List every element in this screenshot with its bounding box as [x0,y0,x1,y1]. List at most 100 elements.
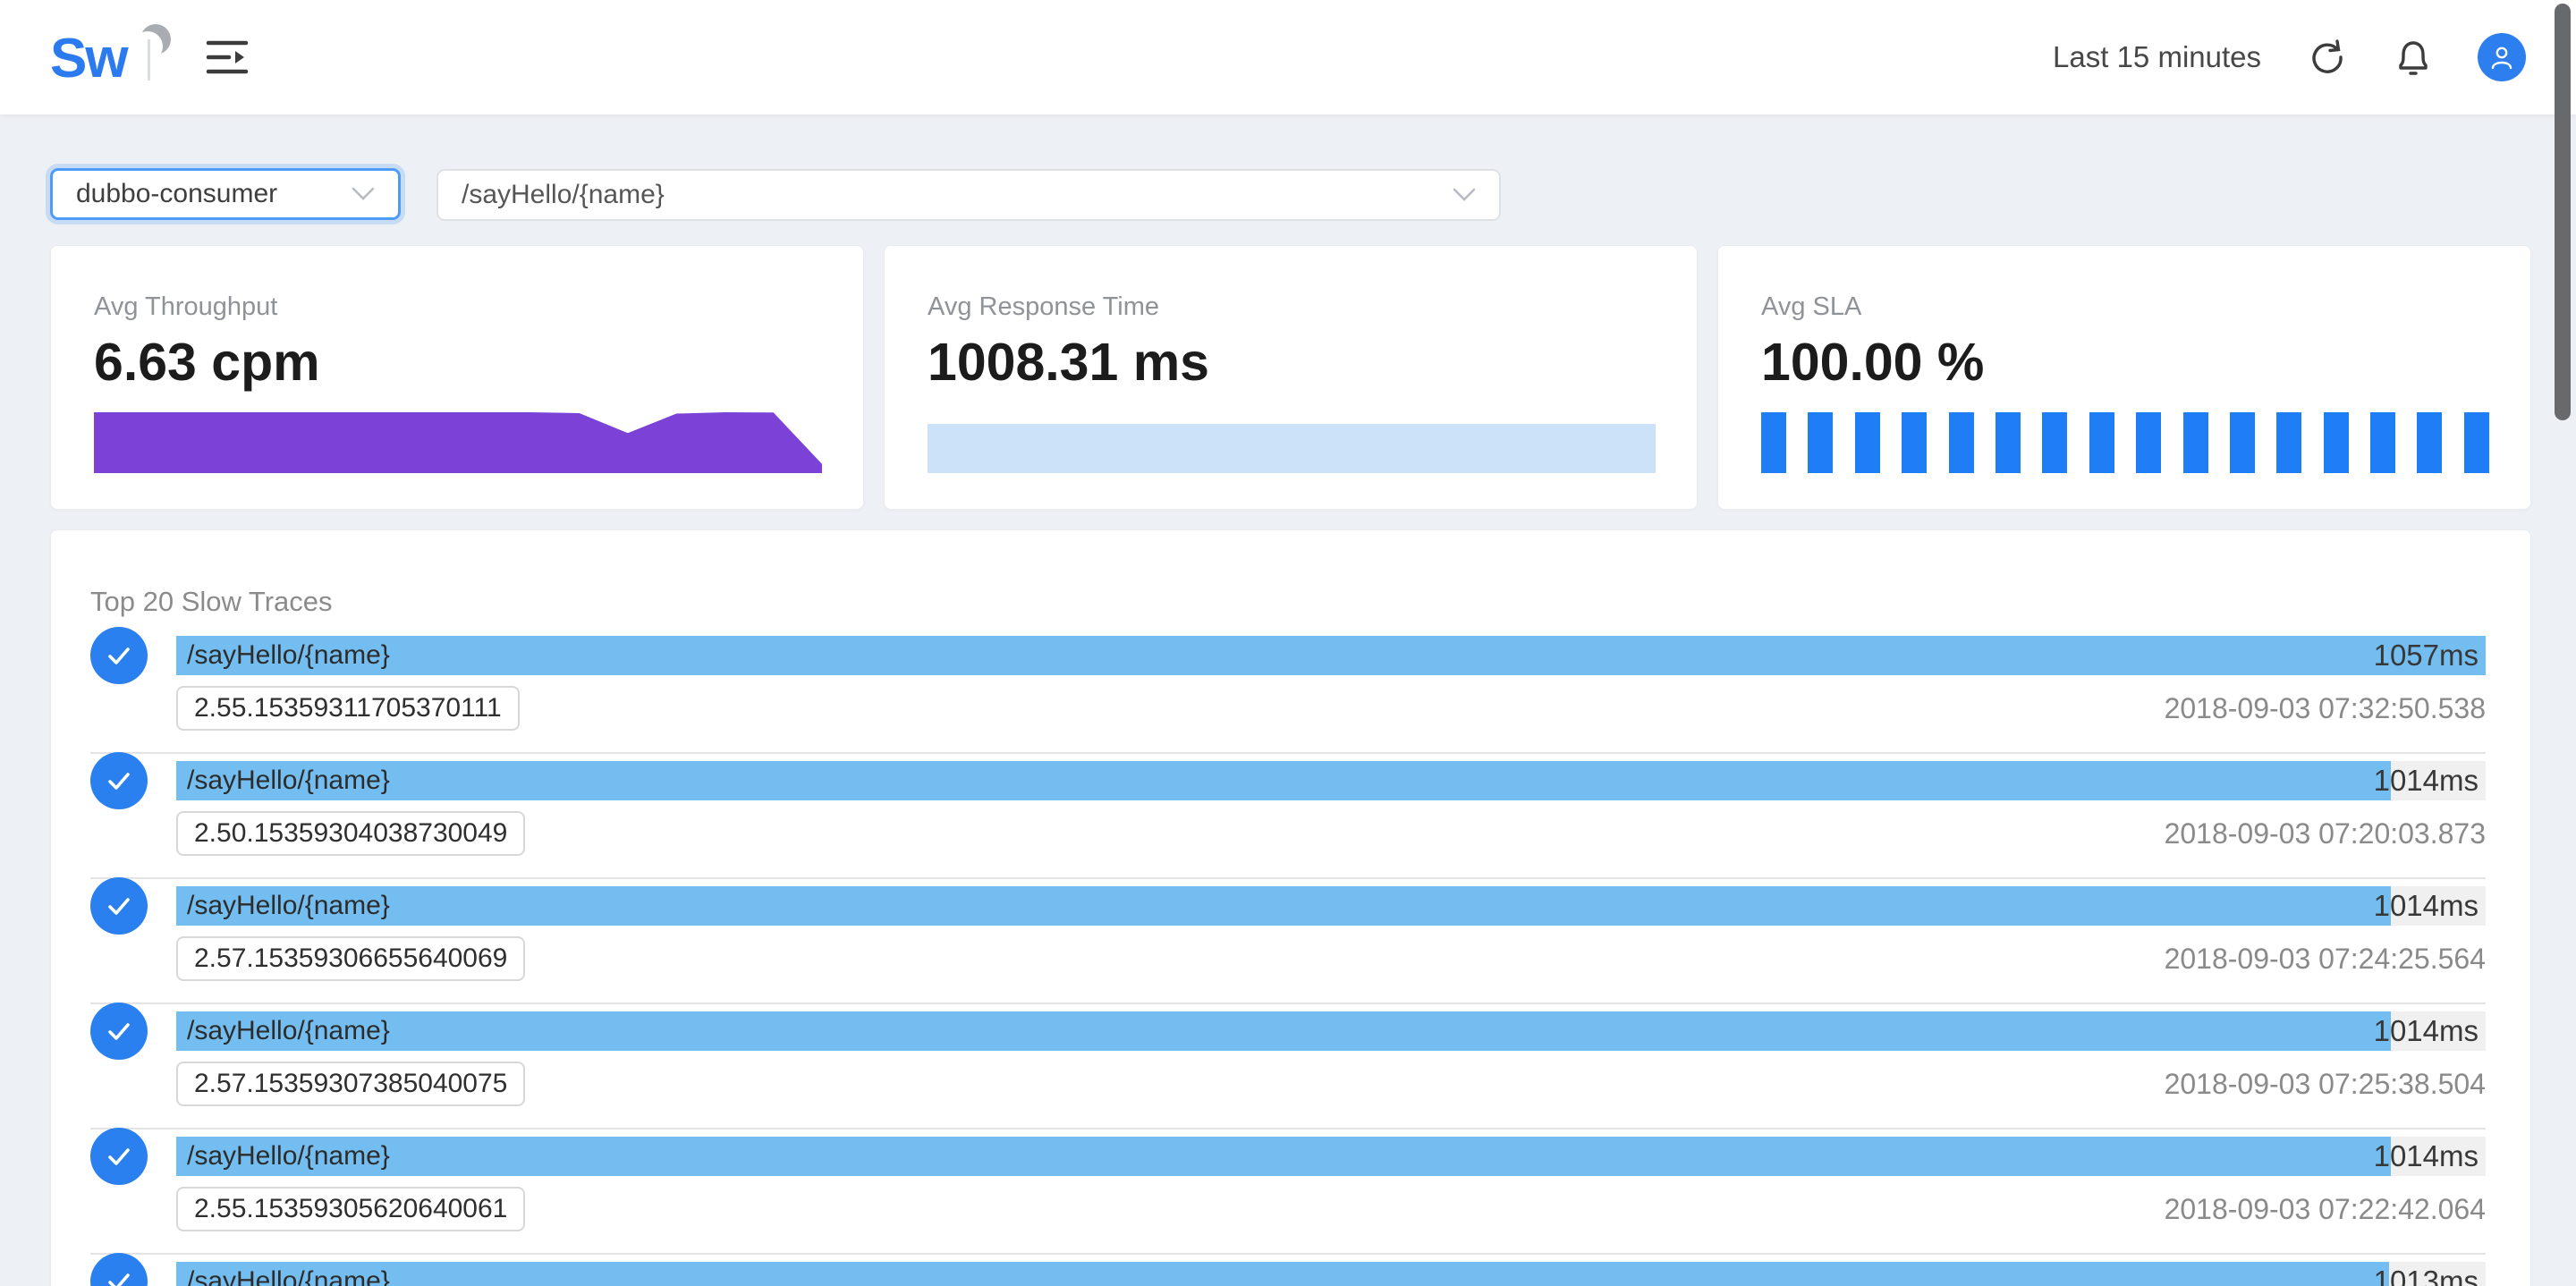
metric-title: Avg SLA [1761,292,1862,321]
endpoint-selector[interactable]: /sayHello/{name} [436,169,1501,221]
trace-endpoint: /sayHello/{name} [187,766,390,795]
trace-list: /sayHello/{name} 1057ms 2.55.15359311705… [90,627,2486,1286]
success-check-icon [90,1128,148,1185]
slow-traces-title: Top 20 Slow Traces [90,586,333,617]
refresh-icon[interactable] [2306,36,2349,79]
trace-duration-label: 1057ms [2373,639,2479,672]
throughput-area-chart [94,412,822,473]
trace-duration-bar: /sayHello/{name} 1014ms [176,1011,2486,1051]
sla-bar [2089,412,2114,473]
sla-bar [1948,412,1974,473]
trace-duration-label: 1014ms [2373,764,2479,797]
metric-value: 100.00 % [1761,333,1985,392]
sla-bar [1761,412,1786,473]
row-divider [90,1003,2486,1004]
trace-id-chip: 2.55.15359305620640061 [176,1187,526,1231]
sla-bar [2136,412,2162,473]
metric-title: Avg Throughput [94,292,278,321]
chevron-down-icon [352,187,375,200]
trace-row[interactable]: /sayHello/{name} 1014ms 2.57.15359307385… [90,1003,2486,1129]
trace-start-time: 2018-09-03 07:32:50.538 [2164,691,2486,724]
trace-row[interactable]: /sayHello/{name} 1013ms [90,1253,2486,1286]
sla-bar [1995,412,2021,473]
trace-row[interactable]: /sayHello/{name} 1057ms 2.55.15359311705… [90,627,2486,754]
slow-traces-card: Top 20 Slow Traces /sayHello/{name} 1057… [50,529,2531,1286]
sla-bar [2417,412,2443,473]
trace-duration-label: 1014ms [2373,889,2479,922]
time-range-selector[interactable]: Last 15 minutes [2053,40,2261,73]
trace-duration-label: 1013ms [2373,1265,2479,1286]
success-check-icon [90,752,148,809]
trace-duration-bar: /sayHello/{name} 1013ms [176,1262,2486,1286]
sla-bar [2370,412,2396,473]
trace-duration-fill [176,886,2392,926]
row-divider [90,1128,2486,1129]
trace-duration-fill [176,761,2392,800]
trace-duration-fill [176,1011,2392,1051]
header-divider [148,39,150,80]
trace-start-time: 2018-09-03 07:20:03.873 [2164,816,2486,850]
response-time-area-chart [928,424,1656,473]
trace-meta: 2.57.15359306655640069 2018-09-03 07:24:… [176,936,2486,981]
trace-duration-bar: /sayHello/{name} 1014ms [176,1137,2486,1176]
trace-start-time: 2018-09-03 07:25:38.504 [2164,1067,2486,1100]
trace-duration-bar: /sayHello/{name} 1057ms [176,636,2486,675]
bell-icon[interactable] [2394,36,2433,79]
trace-duration-fill [176,1262,2389,1286]
sla-bar-chart [1761,412,2489,473]
success-check-icon [90,877,148,935]
sla-bar [2182,412,2208,473]
trace-duration-fill [176,1137,2392,1176]
trace-start-time: 2018-09-03 07:22:42.064 [2164,1192,2486,1225]
trace-meta: 2.57.15359307385040075 2018-09-03 07:25:… [176,1062,2486,1106]
service-selector-value: dubbo-consumer [76,179,278,208]
success-check-icon [90,1253,148,1286]
trace-meta: 2.55.15359305620640061 2018-09-03 07:22:… [176,1187,2486,1231]
menu-toggle-icon[interactable] [206,36,252,79]
avg-throughput-card: Avg Throughput 6.63 cpm [50,245,864,510]
success-check-icon [90,1003,148,1060]
sla-bar [1854,412,1880,473]
logo-text: Sw [50,28,129,89]
row-divider [90,752,2486,754]
trace-meta: 2.55.15359311705370111 2018-09-03 07:32:… [176,686,2486,731]
user-avatar-icon[interactable] [2478,33,2526,81]
trace-duration-label: 1014ms [2373,1139,2479,1172]
avg-response-time-card: Avg Response Time 1008.31 ms [884,245,1698,510]
avg-sla-card: Avg SLA 100.00 % [1717,245,2531,510]
metric-value: 1008.31 ms [928,333,1209,392]
trace-id-chip: 2.50.15359304038730049 [176,811,526,856]
trace-meta: 2.50.15359304038730049 2018-09-03 07:20:… [176,811,2486,856]
trace-row[interactable]: /sayHello/{name} 1014ms 2.55.15359305620… [90,1128,2486,1255]
sla-bar [2276,412,2302,473]
sla-bar [2229,412,2255,473]
trace-endpoint: /sayHello/{name} [187,1141,390,1171]
sla-bar [1808,412,1834,473]
success-check-icon [90,627,148,684]
trace-row[interactable]: /sayHello/{name} 1014ms 2.50.15359304038… [90,752,2486,879]
metric-title: Avg Response Time [928,292,1159,321]
vertical-scrollbar-thumb[interactable] [2555,4,2571,420]
row-divider [90,877,2486,879]
service-selector[interactable]: dubbo-consumer [50,168,401,220]
trace-endpoint: /sayHello/{name} [187,640,390,670]
trace-id-chip: 2.57.15359306655640069 [176,936,526,981]
trace-duration-bar: /sayHello/{name} 1014ms [176,886,2486,926]
trace-start-time: 2018-09-03 07:24:25.564 [2164,942,2486,975]
row-divider [90,1253,2486,1255]
logo-crescent-icon [129,20,179,70]
sla-bar [2042,412,2068,473]
metric-value: 6.63 cpm [94,333,320,392]
sla-bar [1902,412,1928,473]
trace-row[interactable]: /sayHello/{name} 1014ms 2.57.15359306655… [90,877,2486,1004]
trace-endpoint: /sayHello/{name} [187,1016,390,1045]
top-bar: Sw Last 15 minutes [0,0,2576,114]
trace-endpoint: /sayHello/{name} [187,891,390,920]
trace-id-chip: 2.57.15359307385040075 [176,1062,526,1106]
endpoint-selector-value: /sayHello/{name} [462,180,665,209]
sla-bar [2323,412,2349,473]
trace-duration-fill [176,636,2486,675]
trace-endpoint: /sayHello/{name} [187,1266,390,1286]
trace-id-chip: 2.55.15359311705370111 [176,686,520,731]
app-logo[interactable]: Sw [50,23,184,95]
